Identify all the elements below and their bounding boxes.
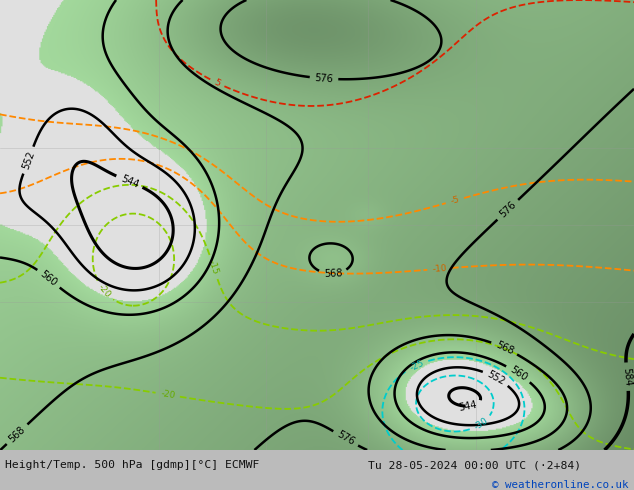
Text: © weatheronline.co.uk: © weatheronline.co.uk xyxy=(493,480,629,490)
Text: 568: 568 xyxy=(323,268,342,279)
Text: 544: 544 xyxy=(458,399,478,413)
Text: 544: 544 xyxy=(119,173,140,190)
Text: 5: 5 xyxy=(213,77,222,88)
Text: -25: -25 xyxy=(408,358,425,372)
Text: 568: 568 xyxy=(7,424,27,444)
Text: 576: 576 xyxy=(314,73,333,84)
Text: 576: 576 xyxy=(335,430,356,447)
Text: Tu 28-05-2024 00:00 UTC (·2+84): Tu 28-05-2024 00:00 UTC (·2+84) xyxy=(368,460,581,470)
Text: -5: -5 xyxy=(450,195,460,206)
Text: -30: -30 xyxy=(472,416,489,432)
Text: 552: 552 xyxy=(485,369,507,387)
Text: 560: 560 xyxy=(508,365,529,383)
Text: Height/Temp. 500 hPa [gdmp][°C] ECMWF: Height/Temp. 500 hPa [gdmp][°C] ECMWF xyxy=(5,460,259,470)
Text: -15: -15 xyxy=(207,259,220,276)
Text: 576: 576 xyxy=(498,200,518,220)
Text: -20: -20 xyxy=(160,389,176,400)
Text: 584: 584 xyxy=(621,367,633,387)
Text: 560: 560 xyxy=(38,269,59,288)
Text: -10: -10 xyxy=(432,264,448,274)
Text: -20: -20 xyxy=(96,283,112,299)
Text: 568: 568 xyxy=(494,340,515,356)
Text: 552: 552 xyxy=(20,149,36,171)
